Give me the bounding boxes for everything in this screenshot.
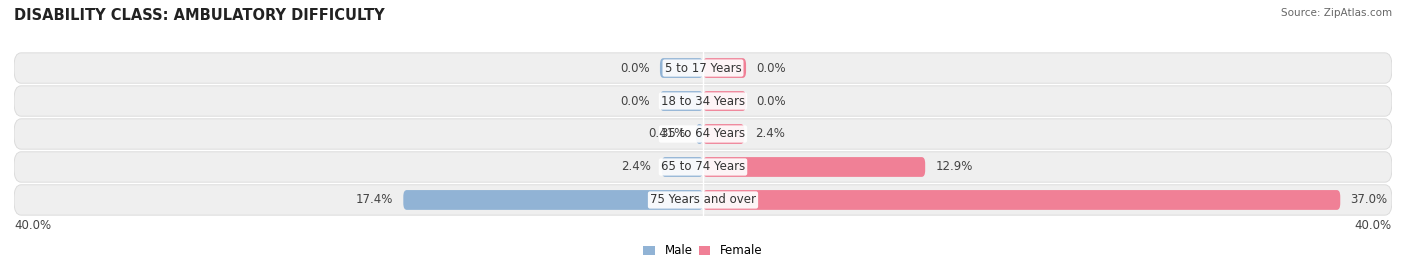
Text: 40.0%: 40.0% [1355, 219, 1392, 232]
FancyBboxPatch shape [659, 58, 703, 78]
FancyBboxPatch shape [14, 86, 1392, 116]
Text: 35 to 64 Years: 35 to 64 Years [661, 128, 745, 140]
FancyBboxPatch shape [14, 152, 1392, 182]
FancyBboxPatch shape [703, 58, 747, 78]
Text: DISABILITY CLASS: AMBULATORY DIFFICULTY: DISABILITY CLASS: AMBULATORY DIFFICULTY [14, 8, 385, 23]
Text: Source: ZipAtlas.com: Source: ZipAtlas.com [1281, 8, 1392, 18]
Text: 65 to 74 Years: 65 to 74 Years [661, 161, 745, 173]
Text: 18 to 34 Years: 18 to 34 Years [661, 95, 745, 107]
Text: 40.0%: 40.0% [14, 219, 51, 232]
Text: 75 Years and over: 75 Years and over [650, 193, 756, 206]
FancyBboxPatch shape [14, 119, 1392, 149]
Text: 0.0%: 0.0% [620, 95, 650, 107]
Text: 5 to 17 Years: 5 to 17 Years [665, 62, 741, 75]
FancyBboxPatch shape [662, 157, 703, 177]
FancyBboxPatch shape [659, 91, 703, 111]
Text: 17.4%: 17.4% [356, 193, 392, 206]
FancyBboxPatch shape [404, 190, 703, 210]
Text: 37.0%: 37.0% [1351, 193, 1388, 206]
Text: 0.41%: 0.41% [648, 128, 686, 140]
FancyBboxPatch shape [14, 53, 1392, 83]
FancyBboxPatch shape [703, 124, 744, 144]
FancyBboxPatch shape [696, 124, 703, 144]
Text: 0.0%: 0.0% [620, 62, 650, 75]
FancyBboxPatch shape [703, 157, 925, 177]
Text: 0.0%: 0.0% [756, 95, 786, 107]
Text: 2.4%: 2.4% [621, 161, 651, 173]
FancyBboxPatch shape [703, 91, 747, 111]
FancyBboxPatch shape [703, 190, 1340, 210]
Legend: Male, Female: Male, Female [638, 239, 768, 262]
Text: 12.9%: 12.9% [935, 161, 973, 173]
Text: 2.4%: 2.4% [755, 128, 785, 140]
FancyBboxPatch shape [14, 185, 1392, 215]
Text: 0.0%: 0.0% [756, 62, 786, 75]
